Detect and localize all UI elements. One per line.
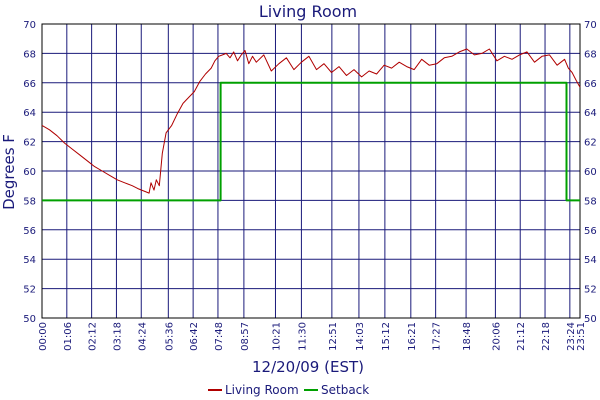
x-tick-label: 05:36 [164, 322, 175, 351]
y-tick-label-left: 56 [23, 226, 36, 237]
x-tick-label: 08:57 [240, 322, 251, 351]
grid-lines [42, 24, 580, 318]
y-tick-label-right: 56 [584, 226, 597, 237]
x-tick-label: 20:06 [491, 322, 502, 351]
x-tick-label: 00:00 [38, 322, 49, 351]
y-tick-label-right: 62 [584, 138, 597, 149]
x-tick-label: 01:06 [63, 322, 74, 351]
x-tick-label: 11:30 [297, 322, 308, 351]
legend-label-living-room: Living Room [225, 383, 299, 397]
x-axis: 00:00 01:06 02:12 03:18 04:24 05:36 06:42 07:48… [38, 322, 587, 351]
y-tick-label-left: 50 [23, 314, 36, 325]
x-axis-label: 12/20/09 (EST) [252, 358, 364, 376]
x-tick-label: 17:27 [432, 322, 443, 351]
chart-title: Living Room [259, 2, 357, 21]
x-tick-label: 12:51 [328, 322, 339, 351]
y-tick-label-left: 62 [23, 138, 36, 149]
y-axis-left: 50 52 54 56 58 60 62 64 66 68 70 [23, 20, 36, 325]
y-tick-label-right: 54 [584, 255, 597, 266]
x-tick-label: 21:12 [516, 322, 527, 351]
x-tick-label: 15:12 [381, 322, 392, 351]
y-tick-label-right: 52 [584, 285, 597, 296]
x-tick-label: 07:48 [214, 322, 225, 351]
y-tick-label-left: 68 [23, 49, 36, 60]
x-tick-label: 23:51 [576, 322, 587, 351]
legend: Living Room Setback [208, 383, 369, 397]
y-tick-label-left: 58 [23, 196, 36, 207]
x-tick-label: 10:21 [271, 322, 282, 351]
data-series [42, 49, 580, 200]
y-tick-label-right: 70 [584, 20, 597, 31]
y-tick-label-left: 52 [23, 285, 36, 296]
y-tick-label-left: 70 [23, 20, 36, 31]
y-tick-label-left: 60 [23, 167, 36, 178]
y-tick-label-right: 64 [584, 108, 597, 119]
x-tick-label: 14:03 [355, 322, 366, 351]
x-tick-label: 03:18 [112, 322, 123, 351]
y-axis-label: Degrees F [0, 134, 18, 210]
y-tick-label-right: 66 [584, 79, 597, 90]
x-tick-label: 06:42 [189, 322, 200, 351]
x-tick-label: 16:21 [407, 322, 418, 351]
y-tick-label-right: 58 [584, 196, 597, 207]
y-tick-label-left: 66 [23, 79, 36, 90]
x-tick-label: 18:48 [462, 322, 473, 351]
x-tick-label: 04:24 [137, 322, 148, 351]
y-tick-label-right: 60 [584, 167, 597, 178]
y-tick-label-left: 54 [23, 255, 36, 266]
y-tick-label-right: 68 [584, 49, 597, 60]
y-tick-label-left: 64 [23, 108, 36, 119]
x-tick-label: 02:12 [88, 322, 99, 351]
legend-label-setback: Setback [321, 383, 369, 397]
x-tick-label: 22:18 [541, 322, 552, 351]
